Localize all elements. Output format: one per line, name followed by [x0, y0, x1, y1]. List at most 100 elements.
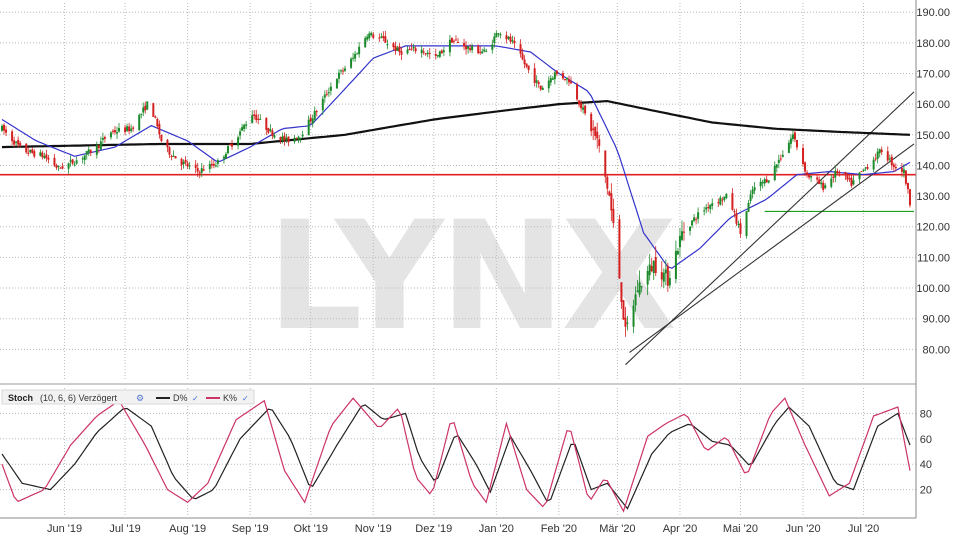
month-tick-label: Jul '19 [109, 523, 140, 535]
candle-down [428, 52, 431, 54]
candle-up [356, 53, 359, 55]
candle-down [874, 158, 877, 160]
candle-up [75, 160, 78, 164]
candle-down [465, 46, 468, 50]
candle-up [547, 80, 550, 89]
candle-down [89, 150, 92, 154]
candle-down [422, 51, 425, 53]
candle-down [793, 132, 796, 140]
candle-down [908, 189, 911, 206]
stoch-legend-params: (10, 6, 6) Verzögert [40, 393, 118, 403]
candle-up [368, 33, 371, 39]
candle-up [725, 193, 728, 198]
candle-up [902, 169, 905, 173]
candle-down [160, 134, 163, 142]
candle-up [711, 203, 714, 206]
candle-up [664, 269, 667, 274]
candle-down [802, 148, 805, 165]
d-check-icon[interactable]: ✓ [192, 394, 199, 403]
candle-down [533, 68, 536, 83]
candle-up [810, 175, 813, 178]
candle-down [818, 179, 821, 185]
candle-up [126, 126, 129, 131]
month-tick-label: Jul '20 [848, 523, 879, 535]
candle-down [735, 213, 738, 224]
candle-up [448, 39, 451, 53]
candle-down [527, 65, 530, 71]
d-legend-label: D% [173, 393, 188, 403]
candle-up [214, 165, 217, 167]
k-check-icon[interactable]: ✓ [242, 394, 249, 403]
price-tick-label: 180.00 [916, 38, 950, 50]
candle-up [691, 220, 694, 226]
candle-down [590, 113, 593, 132]
candle-down [295, 137, 298, 140]
candle-down [378, 37, 381, 39]
candle-down [19, 142, 22, 146]
candle-up [329, 86, 332, 91]
stoch-legend-box [1, 389, 255, 405]
candle-up [541, 87, 544, 90]
candle-down [576, 84, 579, 100]
month-tick-label: Okt '19 [293, 523, 328, 535]
candle-down [561, 73, 564, 79]
candle-up [281, 136, 284, 141]
candle-up [344, 68, 347, 71]
candle-down [505, 35, 508, 40]
candle-up [789, 138, 792, 144]
candle-down [733, 210, 736, 213]
candle-up [245, 124, 248, 126]
candle-up [652, 261, 655, 274]
candle-down [816, 177, 819, 180]
candle-up [751, 189, 754, 195]
candle-down [707, 207, 710, 209]
candle-down [580, 102, 583, 109]
candle-up [285, 137, 288, 140]
candle-up [888, 158, 891, 160]
candle-down [287, 136, 290, 143]
candle-down [525, 63, 528, 67]
candle-down [886, 151, 889, 161]
candle-up [237, 137, 240, 146]
candle-up [703, 210, 706, 212]
candle-down [906, 182, 909, 190]
candle-down [836, 171, 839, 174]
candle-down [31, 149, 34, 153]
candle-up [339, 70, 342, 72]
candle-down [231, 144, 234, 147]
candle-down [410, 48, 413, 50]
candle-down [610, 193, 613, 211]
stoch-legend-title: Stoch [8, 393, 33, 403]
candle-up [386, 44, 389, 46]
candle-up [57, 165, 60, 167]
candle-up [101, 138, 104, 140]
candle-down [682, 231, 685, 233]
candle-down [457, 41, 459, 43]
candle-down [654, 257, 657, 274]
candle-down [166, 139, 169, 148]
candle-down [620, 282, 623, 302]
candle-down [567, 79, 570, 83]
candle-up [775, 164, 778, 168]
settings-icon[interactable]: ⚙ [136, 393, 144, 403]
candle-down [315, 111, 318, 113]
candle-up [648, 264, 651, 276]
candle-up [551, 78, 554, 80]
candle-down [132, 127, 135, 129]
candle-down [479, 51, 482, 53]
candle-down [860, 171, 863, 173]
candle-up [269, 129, 272, 131]
candle-down [606, 176, 609, 189]
candle-up [862, 169, 865, 171]
candle-up [208, 164, 211, 169]
candle-down [384, 36, 387, 43]
candle-up [354, 53, 357, 59]
stoch-tick-label: 20 [920, 485, 932, 497]
candle-up [39, 152, 42, 156]
candle-up [335, 79, 338, 89]
sma-fast-line [1, 45, 911, 269]
candle-down [584, 105, 587, 114]
candle-down [184, 159, 187, 163]
candle-down [509, 36, 512, 42]
